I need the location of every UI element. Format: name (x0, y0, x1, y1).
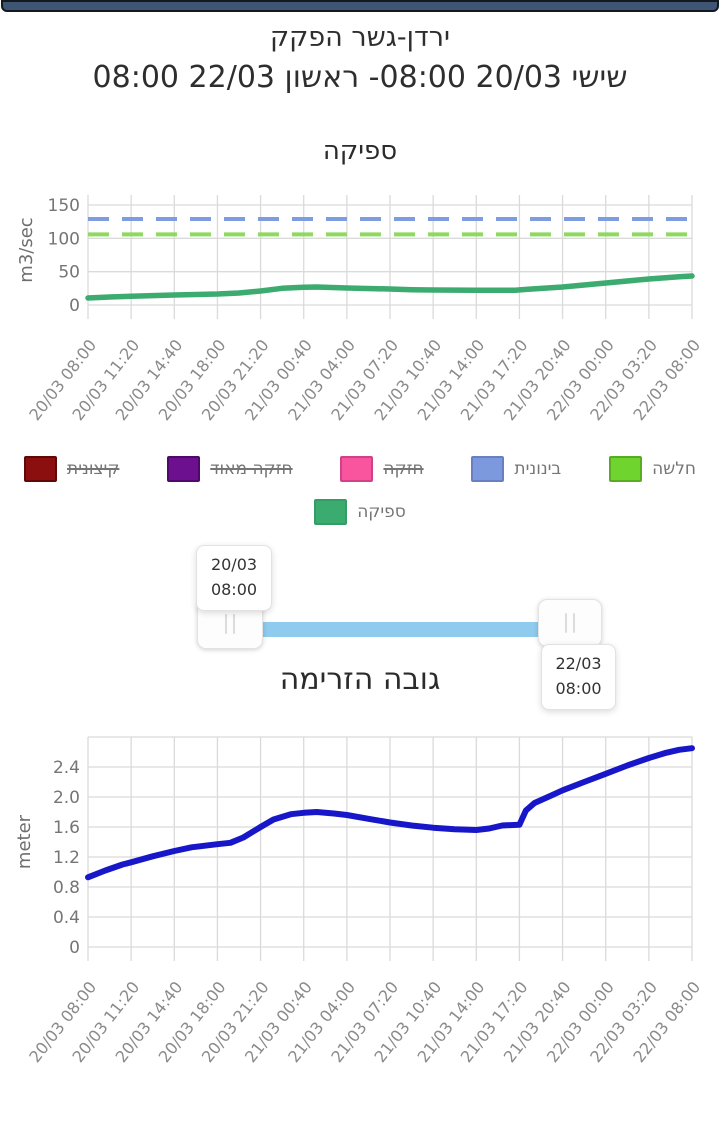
series-line (85, 273, 695, 301)
legend-swatch-icon (167, 456, 201, 482)
handle-grip-icon (573, 613, 575, 633)
slider-start-date: 20/03 (210, 555, 258, 574)
handle-grip-icon (233, 614, 235, 634)
legend-swatch-icon (24, 456, 58, 482)
slider-handle-end[interactable] (538, 599, 602, 647)
legend-label: חלשה (652, 459, 696, 479)
y-tick-label: 0.8 (53, 878, 80, 898)
height-chart-title: גובה הזרימה (279, 662, 441, 697)
slider-start-time: 08:00 (210, 579, 258, 599)
y-tick-label: 150 (48, 196, 80, 216)
y-axis-title: m3/sec (16, 217, 37, 282)
y-tick-label: 100 (48, 229, 80, 249)
legend-item[interactable]: קיצונית (24, 456, 119, 482)
slider-tooltip-start: 20/03 08:00 (196, 545, 272, 611)
legend-label: ספיקה (357, 502, 406, 522)
legend-label: חזקה מאוד (210, 459, 293, 479)
top-navigation-bar (1, 0, 719, 12)
date-range-subtitle: שישי 20/03 08:00- ראשון 22/03 08:00 (92, 60, 628, 95)
legend-label: חזקה (383, 459, 424, 479)
y-tick-label: 1.6 (53, 818, 80, 838)
y-tick-label: 0 (69, 938, 80, 958)
legend-row-thresholds: חלשה בינונית חזקה חזקה מאוד קיצונית (0, 456, 720, 482)
legend-item[interactable]: בינונית (471, 456, 561, 482)
slider-tooltip-end: 22/03 08:00 (541, 644, 616, 710)
y-tick-label: 0.4 (53, 908, 80, 928)
y-tick-label: 2.4 (53, 758, 80, 778)
legend-label: קיצונית (67, 459, 120, 479)
time-range-slider: 20/03 08:00 22/03 08:00 (0, 540, 720, 715)
legend-row-series: ספיקה (0, 499, 720, 525)
slider-end-time: 08:00 (555, 678, 602, 698)
legend-item[interactable]: חזקה (340, 456, 424, 482)
y-tick-label: 50 (58, 263, 80, 283)
legend-item[interactable]: חזקה מאוד (167, 456, 293, 482)
legend-swatch-icon (609, 456, 643, 482)
legend-swatch-icon (314, 499, 348, 525)
station-title: ירדן-גשר הפקק (269, 22, 450, 53)
slider-track[interactable] (230, 622, 573, 637)
y-axis-title: meter (14, 814, 35, 869)
flow-chart-title: ספיקה (322, 136, 398, 166)
legend-swatch-icon (471, 456, 505, 482)
legend-item[interactable]: חלשה (609, 456, 696, 482)
legend-item[interactable]: ספיקה (314, 499, 406, 525)
legend-label: בינונית (514, 459, 562, 479)
handle-grip-icon (565, 613, 567, 633)
y-tick-label: 0 (69, 296, 80, 316)
legend-swatch-icon (340, 456, 374, 482)
y-tick-label: 1.2 (53, 848, 80, 868)
handle-grip-icon (225, 614, 227, 634)
slider-end-date: 22/03 (555, 654, 602, 673)
series-line (85, 745, 695, 881)
y-tick-label: 2.0 (53, 788, 80, 808)
